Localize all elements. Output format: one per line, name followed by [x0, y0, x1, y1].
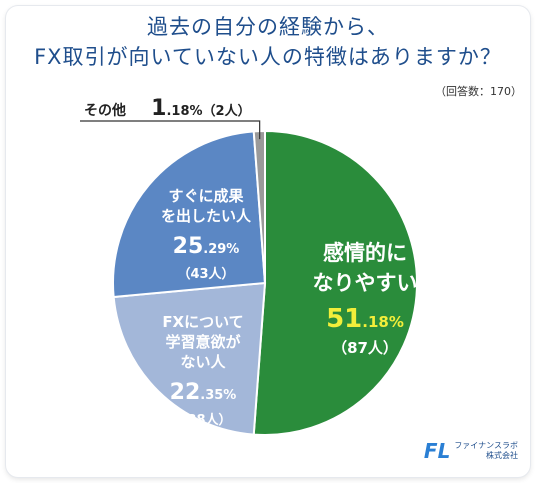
slice-label-emotional: 感情的に なりやすい 51.18% （87人）: [280, 238, 450, 358]
slice-label-quick-results-line-1: すぐに成果: [168, 187, 244, 205]
slice-percent-other-int: 1: [151, 96, 167, 121]
company-logo: FL ファイナンスラボ 株式会社: [424, 437, 518, 465]
chart-title: 過去の自分の経験から、 FX取引が向いていない人の特徴はありますか？: [0, 12, 536, 72]
chart-title-line-1: 過去の自分の経験から、: [147, 15, 389, 39]
slice-label-quick-results: すぐに成果 を出したい人 25.29% （43人）: [146, 186, 266, 282]
slice-percent-emotional-dec: .18%: [362, 313, 404, 331]
slice-count-quick-results: （43人）: [177, 267, 235, 282]
slice-label-no-study-line-1: FXについて: [162, 313, 244, 331]
chart-title-line-2: FX取引が向いていない人の特徴はありますか？: [34, 45, 502, 69]
slice-label-other: その他 1.18%（2人）: [84, 96, 251, 121]
slice-label-emotional-line-1: 感情的に: [323, 241, 407, 265]
slice-count-other: （2人）: [202, 104, 251, 119]
slice-percent-other-dec: .18%: [166, 104, 203, 119]
slice-count-no-study: （38人）: [174, 413, 232, 428]
slice-label-no-study-text: FXについて 学習意欲が ない人: [148, 312, 258, 372]
slice-label-emotional-line-2: なりやすい: [312, 271, 418, 295]
slice-percent-quick-results-dec: .29%: [203, 242, 240, 257]
slice-label-other-text: その他: [84, 103, 126, 119]
slice-percent-emotional-int: 51: [326, 304, 363, 334]
slice-label-quick-results-text: すぐに成果 を出したい人: [146, 186, 266, 226]
logo-text: ファイナンスラボ 株式会社: [454, 441, 518, 461]
slice-percent-no-study: 22.35%: [148, 380, 258, 409]
logo-mark: FL: [423, 439, 451, 463]
slice-label-emotional-text: 感情的に なりやすい: [280, 238, 450, 298]
pie-slice-emotional: [252, 129, 418, 436]
logo-company: 株式会社: [486, 451, 518, 460]
slice-percent-quick-results-int: 25: [172, 234, 204, 259]
slice-label-quick-results-line-2: を出したい人: [160, 207, 251, 225]
logo-name: ファイナンスラボ: [454, 441, 518, 450]
slice-percent-emotional: 51.18%: [280, 304, 450, 337]
slice-percent-quick-results: 25.29%: [146, 234, 266, 263]
slice-count-emotional: （87人）: [332, 339, 398, 357]
slice-label-no-study-line-3: ない人: [180, 353, 226, 371]
slice-percent-no-study-int: 22: [169, 380, 201, 405]
respondent-count: （回答数：170）: [435, 85, 522, 98]
slice-percent-no-study-dec: .35%: [200, 388, 237, 403]
slice-label-no-study-line-2: 学習意欲が: [165, 333, 241, 351]
slice-label-no-study: FXについて 学習意欲が ない人 22.35% （38人）: [148, 312, 258, 428]
pie-slice-quick-results: [112, 130, 267, 299]
other-leader-line: [80, 120, 261, 140]
pie-slice-no-study: [112, 281, 267, 436]
